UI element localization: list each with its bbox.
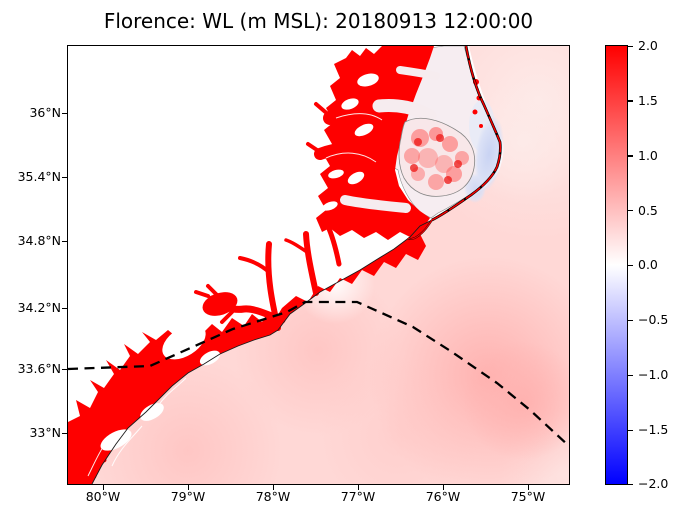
x-tick-label: 78°W: [255, 489, 291, 504]
storm-track: [68, 300, 569, 447]
x-tick-mark: [272, 485, 274, 490]
plot-area: [67, 45, 570, 485]
colorbar-tick-label: −0.5: [638, 312, 669, 327]
y-tick-label: 34.2°N: [17, 300, 61, 315]
y-tick-mark: [62, 112, 67, 114]
tidal-creek-threads: [87, 113, 383, 477]
colorbar-tick-mark: [628, 374, 633, 377]
flooded-northern-rivers: [316, 46, 434, 240]
sound-channels: [340, 66, 440, 213]
x-tick-label: 80°W: [85, 489, 121, 504]
barrier-islands: [407, 46, 502, 241]
x-tick-mark: [357, 485, 359, 490]
colorbar-tick-label: −1.0: [638, 367, 669, 382]
colorbar-tick-mark: [628, 155, 633, 157]
colorbar-tick-label: 1.5: [638, 93, 658, 108]
x-tick-label: 76°W: [425, 489, 461, 504]
x-tick-mark: [187, 485, 189, 490]
colorbar: [605, 45, 628, 485]
colorbar-tick-label: 1.0: [638, 148, 658, 163]
colorbar-tick-mark: [628, 483, 633, 485]
colorbar-tick-mark: [628, 100, 633, 102]
flooded-swamp-blob: [202, 292, 238, 316]
x-tick-mark: [102, 485, 104, 490]
colorbar-tick-label: 0.5: [638, 203, 658, 218]
water-level-map: [68, 46, 569, 484]
y-tick-mark: [62, 368, 67, 370]
y-tick-label: 33°N: [29, 425, 61, 440]
unflooded-pockets: [100, 73, 379, 451]
x-tick-label: 77°W: [340, 489, 376, 504]
flooded-river-fingers: [73, 102, 397, 479]
y-tick-label: 34.8°N: [17, 233, 61, 248]
plot-title: Florence: WL (m MSL): 20180913 12:00:00: [103, 9, 534, 33]
x-tick-mark: [442, 485, 444, 490]
y-tick-mark: [62, 176, 67, 178]
colorbar-tick-mark: [628, 319, 633, 322]
y-tick-label: 36°N: [29, 105, 61, 120]
y-tick-label: 33.6°N: [17, 361, 61, 376]
x-tick-mark: [527, 485, 529, 490]
y-tick-label: 35.4°N: [17, 169, 61, 184]
y-tick-mark: [62, 240, 67, 242]
y-tick-mark: [62, 432, 67, 434]
colorbar-tick-mark: [628, 210, 633, 212]
colorbar-tick-label: 2.0: [638, 38, 658, 53]
colorbar-tick-mark: [628, 45, 633, 47]
x-tick-label: 75°W: [510, 489, 546, 504]
x-tick-label: 79°W: [170, 489, 206, 504]
flooded-peninsula: [398, 117, 476, 197]
colorbar-tick-label: −1.5: [638, 422, 669, 437]
colorbar-tick-label: 0.0: [638, 257, 658, 272]
colorbar-tick-mark: [628, 265, 633, 267]
y-tick-mark: [62, 307, 67, 309]
colorbar-tick-mark: [628, 429, 633, 432]
coastline-outline: [91, 219, 433, 484]
colorbar-tick-label: −2.0: [638, 476, 669, 491]
